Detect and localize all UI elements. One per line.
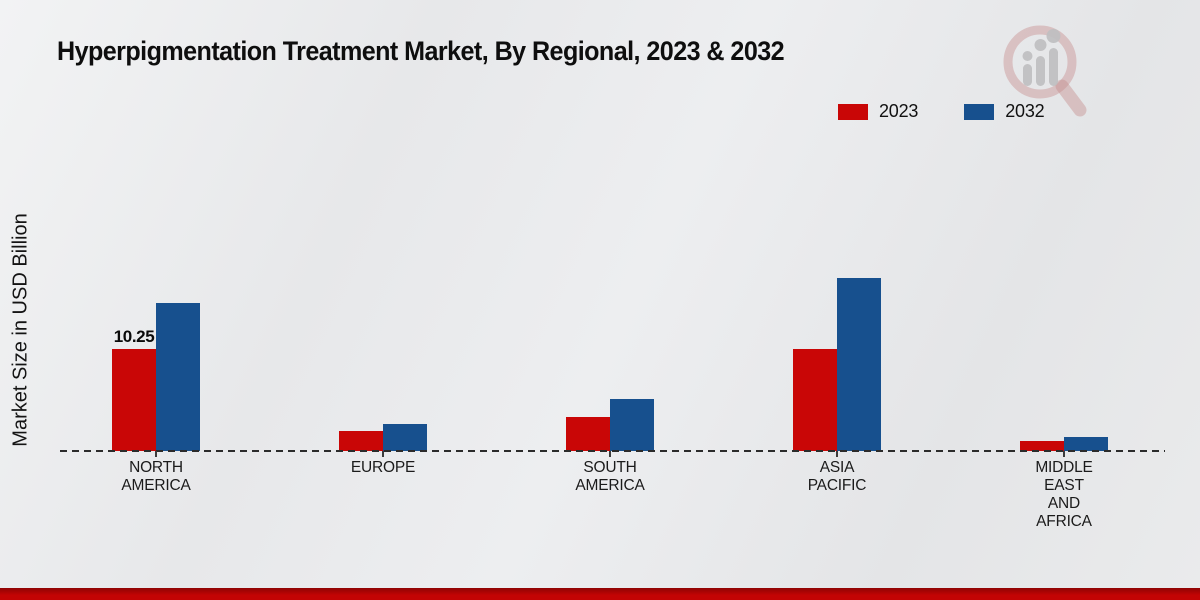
legend-label-2032: 2032	[1005, 101, 1045, 121]
legend-swatch-2023	[838, 103, 868, 120]
bar-2032-north-america	[156, 302, 200, 451]
x-tick-mark-south-america	[609, 451, 611, 457]
legend-swatch-2032	[964, 103, 995, 120]
bar-2032-europe	[383, 423, 427, 451]
legend: 2023 2032	[838, 101, 1045, 122]
x-tick-label-south-america: SOUTH AMERICA	[575, 459, 645, 494]
bar-2023-middle-east-and-africa	[1020, 441, 1064, 451]
bar-2023-north-america	[112, 348, 156, 451]
bar-value-label-2023-north-america: 10.25	[113, 326, 155, 346]
footer-accent-bar	[0, 588, 1200, 600]
x-tick-label-asia-pacific: ASIA PACIFIC	[807, 459, 867, 494]
bar-2023-europe	[339, 431, 383, 451]
x-tick-mark-middle-east-and-africa	[1063, 451, 1065, 457]
bar-2032-south-america	[610, 399, 654, 451]
x-tick-mark-europe	[382, 451, 384, 457]
x-tick-mark-asia-pacific	[836, 451, 838, 457]
bar-2023-asia-pacific	[793, 349, 837, 451]
legend-label-2023: 2023	[879, 101, 919, 121]
x-axis-zero-line	[60, 450, 1165, 452]
bar-2032-middle-east-and-africa	[1064, 437, 1108, 451]
y-axis-label: Market Size in USD Billion	[9, 213, 32, 447]
x-tick-label-europe: EUROPE	[350, 459, 416, 476]
bar-2032-asia-pacific	[837, 278, 881, 451]
magnifier-bar-chart-logo-icon	[1003, 25, 1087, 117]
x-tick-mark-north-america	[155, 451, 157, 457]
bar-2023-south-america	[566, 417, 610, 451]
legend-item-2023: 2023	[838, 101, 918, 122]
legend-item-2032: 2032	[964, 101, 1045, 122]
x-tick-label-north-america: NORTH AMERICA	[121, 459, 191, 494]
x-tick-label-middle-east-and-africa: MIDDLE EAST AND AFRICA	[1035, 459, 1093, 530]
chart-title: Hyperpigmentation Treatment Market, By R…	[57, 36, 785, 66]
